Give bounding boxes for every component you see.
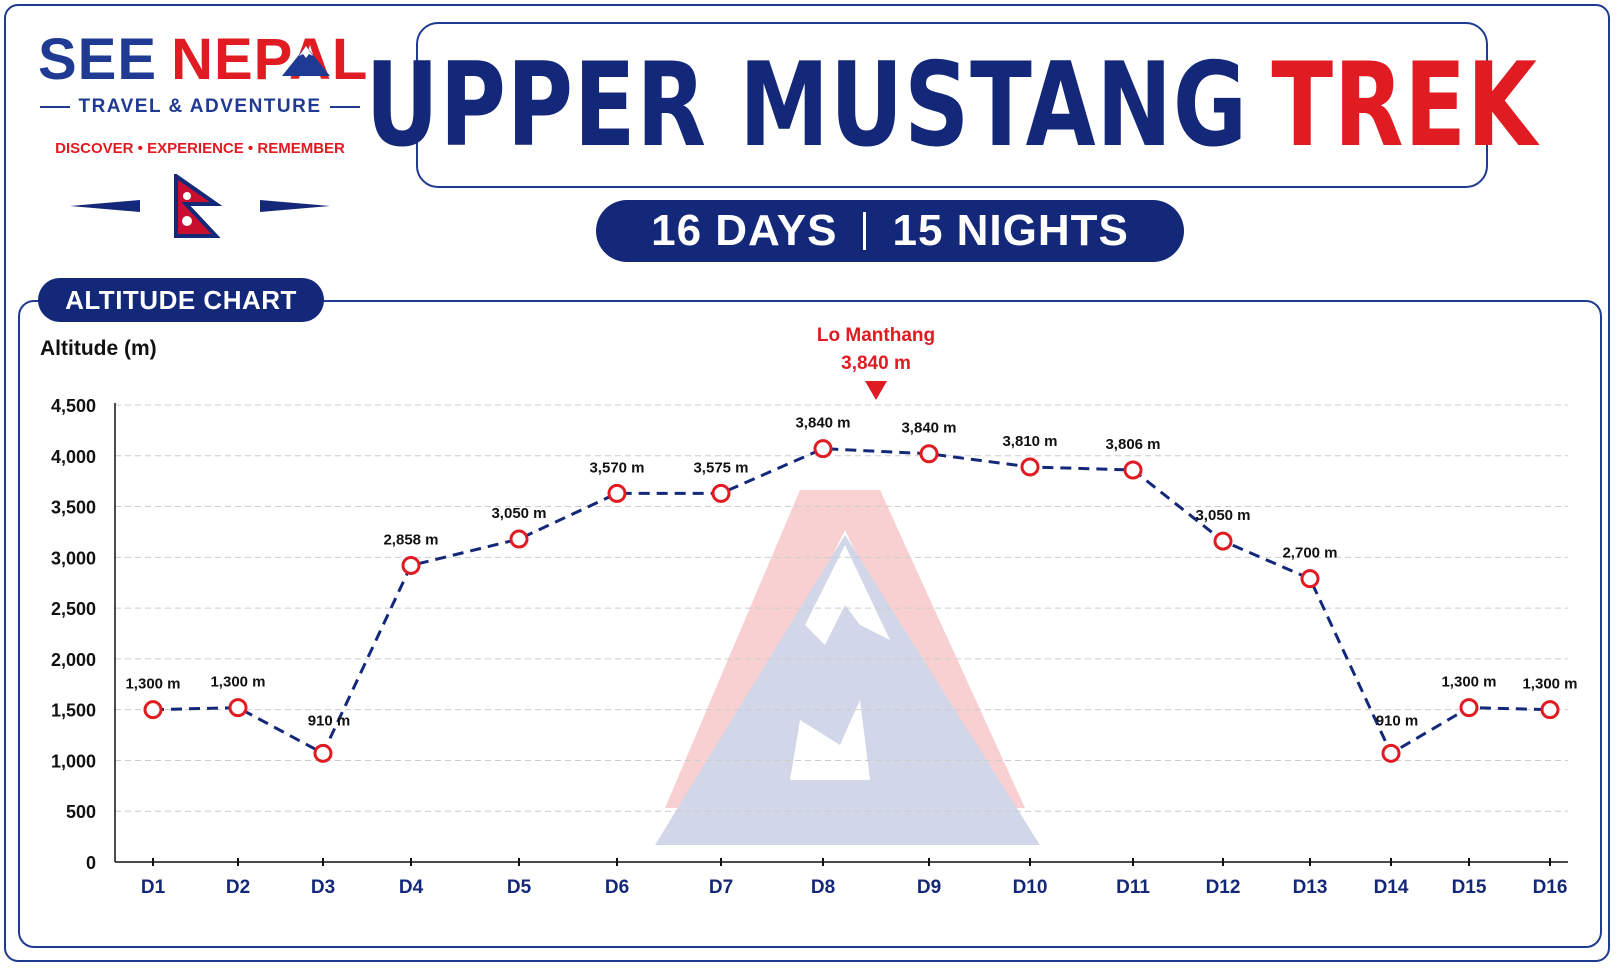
- data-label: 3,570 m: [589, 459, 644, 476]
- data-point: [313, 743, 333, 763]
- data-point: [228, 698, 248, 718]
- data-label: 2,858 m: [383, 531, 438, 548]
- x-tick-label: D13: [1293, 877, 1328, 898]
- highlight-arrow-icon: [865, 381, 887, 400]
- data-label: 3,840 m: [795, 415, 850, 432]
- duration-nights: 15 NIGHTS: [892, 206, 1129, 255]
- brand-logo: SEE NEPAL TRAVEL & ADVENTURE DISCOVER • E…: [30, 28, 370, 238]
- tagline-text: TRAVEL & ADVENTURE: [78, 96, 322, 117]
- section-label: ALTITUDE CHART: [38, 278, 324, 322]
- x-tick-label: D11: [1116, 877, 1150, 898]
- chart-panel: [18, 300, 1602, 948]
- title-part2: TREK: [1271, 37, 1539, 173]
- data-point: [509, 529, 529, 549]
- y-tick-label: 2,500: [51, 599, 96, 619]
- data-point: [919, 444, 939, 464]
- x-tick-label: D10: [1013, 877, 1048, 898]
- x-tick-label: D2: [226, 877, 250, 898]
- data-label: 1,300 m: [1441, 674, 1496, 691]
- y-tick-label: 4,500: [51, 396, 96, 416]
- y-tick-label: 4,000: [51, 447, 96, 467]
- data-label: 910 m: [308, 712, 351, 729]
- data-point: [1459, 698, 1479, 718]
- data-label: 3,806 m: [1105, 436, 1160, 453]
- y-tick-label: 2,000: [51, 650, 96, 670]
- title-part1: UPPER MUSTANG: [365, 37, 1249, 173]
- x-tick-label: D12: [1206, 877, 1241, 898]
- brand-motto: DISCOVER • EXPERIENCE • REMEMBER: [55, 140, 345, 157]
- data-label: 3,810 m: [1002, 433, 1057, 450]
- duration-days: 16 DAYS: [651, 206, 838, 255]
- y-tick-label: 1,000: [51, 751, 96, 771]
- x-tick-label: D5: [507, 877, 532, 898]
- series-line: [152, 447, 1551, 755]
- x-tick-label: D9: [917, 877, 941, 898]
- highlight-value-label: 3,840 m: [841, 353, 911, 374]
- x-tick-label: D3: [311, 877, 335, 898]
- brand-tagline: TRAVEL & ADVENTURE: [30, 96, 370, 118]
- data-label: 1,300 m: [125, 676, 180, 693]
- highlight-label: Lo Manthang: [817, 325, 935, 346]
- brand-name-part1: SEE: [38, 27, 158, 92]
- data-point: [1381, 743, 1401, 763]
- y-tick-label: 1,500: [51, 701, 96, 721]
- title-box: UPPER MUSTANG TREK: [366, 22, 1537, 188]
- y-axis-label: Altitude (m): [40, 337, 157, 360]
- duration-badge: 16 DAYS 15 NIGHTS: [596, 200, 1184, 262]
- tagline-dash-right: [329, 105, 360, 108]
- data-point: [1123, 460, 1143, 480]
- x-tick-label: D14: [1374, 877, 1409, 898]
- data-point: [607, 483, 627, 503]
- duration-separator: [863, 212, 867, 250]
- x-tick-label: D7: [709, 877, 733, 898]
- x-tick-label: D8: [811, 877, 835, 898]
- data-label: 2,700 m: [1282, 545, 1337, 562]
- brand-name-part2: NEPAL: [171, 27, 369, 92]
- x-tick-label: D4: [399, 877, 424, 898]
- y-tick-label: 0: [86, 853, 96, 873]
- data-label: 3,050 m: [491, 505, 546, 522]
- data-label: 1,300 m: [1522, 676, 1577, 693]
- y-tick-label: 3,500: [51, 498, 96, 518]
- data-point: [711, 483, 731, 503]
- nepal-flag-icon: [174, 174, 223, 238]
- data-point: [1020, 457, 1040, 477]
- emblem-right-wing: [260, 200, 330, 212]
- mountain-watermark-icon: [655, 490, 1040, 845]
- data-label: 3,575 m: [693, 459, 748, 476]
- y-tick-label: 3,000: [51, 548, 96, 568]
- mountain-icon: [282, 46, 330, 76]
- nepal-flag-emblem: [70, 174, 330, 238]
- emblem-left-wing: [70, 200, 140, 212]
- page-title: UPPER MUSTANG TREK: [366, 38, 1538, 173]
- y-tick-label: 500: [66, 802, 96, 822]
- data-label: 3,050 m: [1195, 507, 1250, 524]
- x-tick-label: D16: [1533, 877, 1568, 898]
- data-point: [1300, 569, 1320, 589]
- tagline-dash-left: [40, 105, 71, 108]
- data-label: 1,300 m: [210, 674, 265, 691]
- brand-name: SEE NEPAL: [38, 28, 368, 92]
- page-frame: [4, 4, 1610, 962]
- data-point: [143, 700, 163, 720]
- x-tick-label: D6: [605, 877, 629, 898]
- data-point: [1540, 700, 1560, 720]
- data-label: 910 m: [1376, 712, 1419, 729]
- data-point: [401, 555, 421, 575]
- data-label: 3,840 m: [901, 420, 956, 437]
- data-point: [1213, 531, 1233, 551]
- x-tick-label: D1: [141, 877, 166, 898]
- data-point: [813, 439, 833, 459]
- x-tick-label: D15: [1452, 877, 1487, 898]
